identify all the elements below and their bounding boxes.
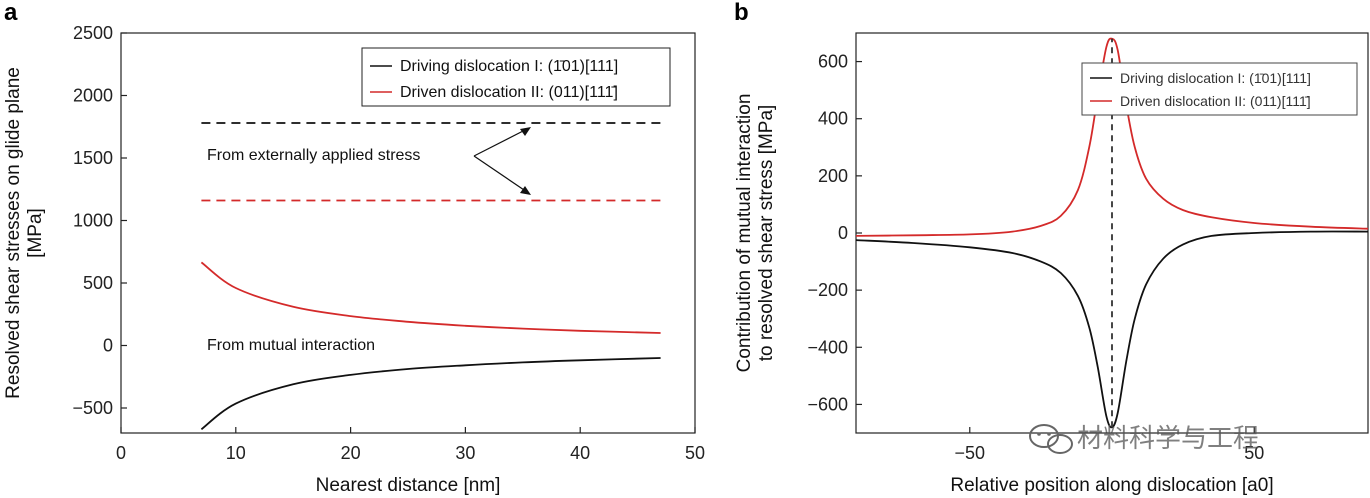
legend-b-driven: Driven dislocation II: (011)[111̄] xyxy=(1120,93,1311,109)
b-ytick-label: −200 xyxy=(807,280,848,300)
b-ytick-label: 0 xyxy=(838,223,848,243)
a-xtick-label: 20 xyxy=(341,443,361,463)
arrow-down-head xyxy=(520,186,531,195)
b-ytick-label: 400 xyxy=(818,109,848,129)
a-xtick-label: 10 xyxy=(226,443,246,463)
ticks-b: −50 50 600 400 200 0 −200 −400 −600 xyxy=(807,52,1264,463)
a-ytick-label: 2000 xyxy=(73,86,113,106)
annotation-arrows xyxy=(473,127,531,195)
legend-a-driving: Driving dislocation I: (1̄01)[111] xyxy=(400,58,618,75)
a-xtick-label: 40 xyxy=(570,443,590,463)
chart-b: −50 50 600 400 200 0 −200 −400 −600 Driving disl… xyxy=(734,32,1369,496)
a-ytick-label: 1500 xyxy=(73,148,113,168)
plot-frame-a xyxy=(120,32,696,434)
panel-label-a: a xyxy=(4,0,18,26)
b-ytick-label: −400 xyxy=(807,337,848,357)
a-ytick-label: −500 xyxy=(72,398,113,418)
watermark: 材料科学与工程 xyxy=(1029,424,1259,454)
ticks-a: 0 10 20 30 40 50 2500 2000 1500 1000 500 0 −500 xyxy=(72,23,705,463)
a-ytick-label: 500 xyxy=(83,273,113,293)
b-ytick-label: 200 xyxy=(818,166,848,186)
legend-a: Driving dislocation I: (1̄01)[111] Drive… xyxy=(361,47,671,107)
y-axis-unit-a: [MPa] xyxy=(25,208,46,258)
b-xtick-label: −50 xyxy=(955,443,986,463)
x-axis-label-b: Relative position along dislocation [a0] xyxy=(950,475,1273,496)
y-axis-label-b2: to resolved shear stress [MPa] xyxy=(756,105,777,362)
a-ytick-label: 0 xyxy=(103,336,113,356)
x-axis-label-a: Nearest distance [nm] xyxy=(316,475,501,496)
arrow-up xyxy=(473,128,528,157)
a-series-driving-dislocation-i-interaction- xyxy=(200,357,661,431)
a-xtick-label: 0 xyxy=(116,443,126,463)
b-series-driven-dislocation-ii xyxy=(855,37,1369,237)
a-ytick-label: 1000 xyxy=(73,211,113,231)
a-series-driven-dislocation-ii-interaction- xyxy=(200,261,661,334)
annotation-mutual-interaction: From mutual interaction xyxy=(207,337,375,354)
wechat-icon xyxy=(1029,424,1073,454)
arrow-up-head xyxy=(520,127,531,136)
chart-a: 0 10 20 30 40 50 2500 2000 1500 1000 500 0 −500 Driv… xyxy=(3,23,705,496)
panel-label-b: b xyxy=(734,0,749,26)
watermark-text: 材料科学与工程 xyxy=(1077,424,1259,454)
b-xtick-label: 50 xyxy=(1244,443,1264,463)
legend-box-b xyxy=(1081,62,1358,116)
b-ytick-label: −600 xyxy=(807,394,848,414)
legend-b: Driving dislocation I: (1̄01)[111] Drive… xyxy=(1081,62,1358,116)
y-axis-label-a: Resolved shear stresses on glide plane xyxy=(3,67,24,399)
series-a xyxy=(200,122,661,431)
legend-a-driven: Driven dislocation II: (011)[111̄] xyxy=(400,84,618,101)
y-axis-label-b: Contribution of mutual interaction xyxy=(734,94,755,373)
a-xtick-label: 30 xyxy=(455,443,475,463)
b-ytick-label: 600 xyxy=(818,52,848,72)
a-xtick-label: 50 xyxy=(685,443,705,463)
legend-b-driving: Driving dislocation I: (1̄01)[111] xyxy=(1120,70,1311,86)
annotation-applied-stress: From externally applied stress xyxy=(207,147,420,164)
a-ytick-label: 2500 xyxy=(73,23,113,43)
legend-box-a xyxy=(361,47,671,107)
arrow-down xyxy=(473,155,528,193)
